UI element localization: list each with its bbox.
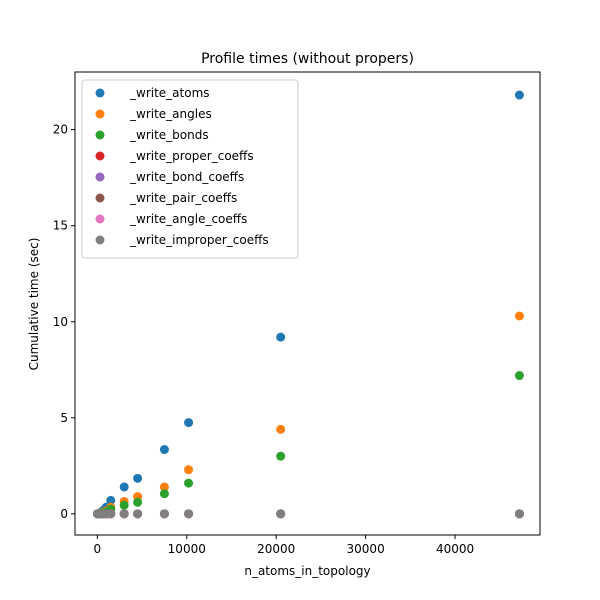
legend-label: _write_angles — [129, 107, 212, 121]
data-point — [119, 482, 129, 492]
data-point — [106, 509, 116, 519]
legend-marker — [95, 130, 105, 140]
data-point — [159, 445, 169, 455]
data-point — [159, 509, 169, 519]
x-axis-label: n_atoms_in_topology — [244, 564, 370, 578]
legend-marker — [95, 151, 105, 161]
legend-marker — [95, 235, 105, 245]
data-point — [276, 424, 286, 434]
legend-label: _write_bonds — [129, 128, 209, 142]
data-point — [133, 473, 143, 483]
data-point — [514, 90, 524, 100]
legend-marker — [95, 193, 105, 203]
x-tick-label: 30000 — [347, 542, 385, 556]
data-point — [514, 509, 524, 519]
data-point — [133, 497, 143, 507]
data-point — [184, 509, 194, 519]
data-point — [184, 418, 194, 428]
data-point — [119, 500, 129, 510]
data-point — [276, 332, 286, 342]
data-point — [184, 478, 194, 488]
legend: _write_atoms _write_angles _write_bonds _wr… — [81, 79, 299, 259]
legend-label: _write_pair_coeffs — [129, 191, 237, 205]
data-point — [184, 465, 194, 475]
series-write-improper-coeffs — [92, 509, 524, 519]
data-point — [514, 311, 524, 321]
data-point — [514, 371, 524, 381]
legend-marker — [95, 88, 105, 98]
y-axis-label: Cumulative time (sec) — [27, 238, 41, 371]
y-tick-label: 10 — [53, 315, 68, 329]
plot-area: 0 10000 20000 30000 40000 0 5 10 15 20 — [53, 71, 541, 556]
legend-label: _write_proper_coeffs — [129, 149, 254, 163]
legend-box — [81, 79, 299, 259]
data-point — [119, 509, 129, 519]
chart-title: Profile times (without propers) — [201, 51, 414, 67]
data-point — [133, 509, 143, 519]
x-tick-label: 40000 — [436, 542, 474, 556]
x-tick-label: 10000 — [168, 542, 206, 556]
legend-marker — [95, 109, 105, 119]
axes-frame — [74, 71, 541, 536]
legend-marker — [95, 172, 105, 182]
y-tick-label: 0 — [60, 507, 68, 521]
y-tick-label: 20 — [53, 123, 68, 137]
legend-label: _write_improper_coeffs — [129, 233, 269, 247]
x-tick-label: 20000 — [257, 542, 295, 556]
y-tick-label: 5 — [60, 411, 68, 425]
legend-label: _write_atoms — [129, 86, 210, 100]
legend-marker — [95, 214, 105, 224]
data-point — [159, 489, 169, 499]
x-tick-label: 0 — [94, 542, 102, 556]
legend-label: _write_angle_coeffs — [129, 212, 247, 226]
data-point — [276, 451, 286, 461]
y-tick-label: 15 — [53, 219, 68, 233]
data-point — [106, 495, 116, 505]
data-point — [276, 509, 286, 519]
data-point — [159, 482, 169, 492]
legend-label: _write_bond_coeffs — [129, 170, 244, 184]
